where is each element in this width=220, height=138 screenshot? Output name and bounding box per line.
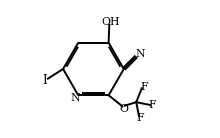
Text: I: I [42, 74, 47, 87]
Text: F: F [140, 82, 148, 92]
Text: OH: OH [101, 17, 120, 27]
Text: N: N [70, 93, 80, 103]
Text: F: F [137, 113, 144, 123]
Text: O: O [120, 104, 128, 114]
Text: F: F [149, 100, 156, 110]
Text: N: N [135, 49, 145, 59]
